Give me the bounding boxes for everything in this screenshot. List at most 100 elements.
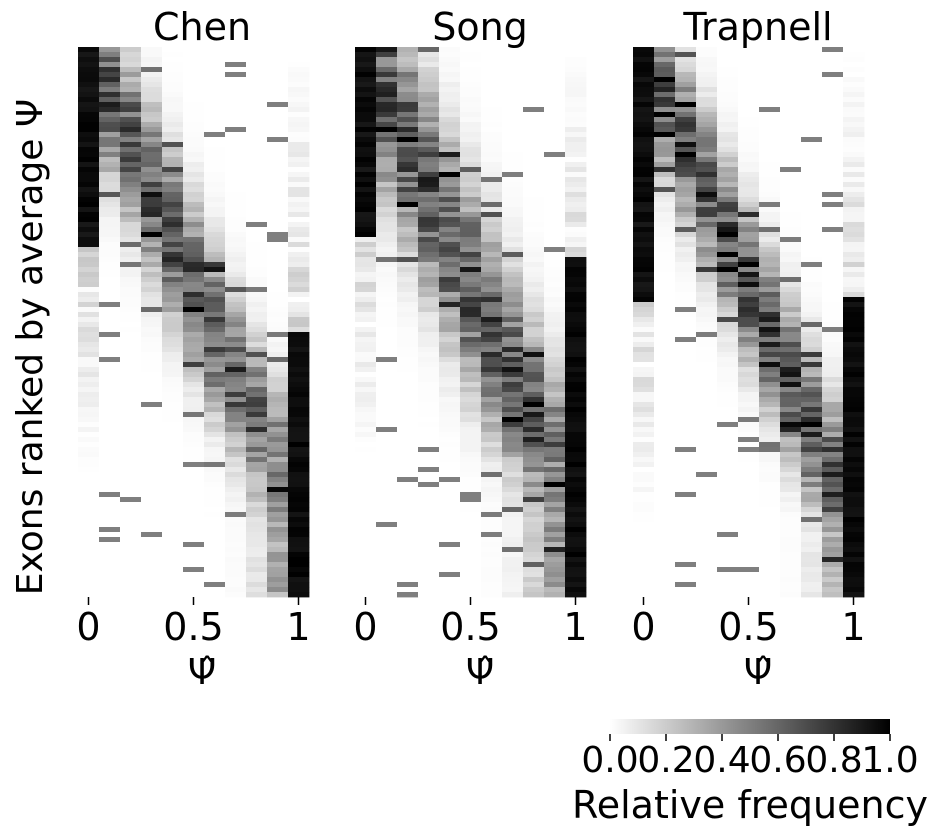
heatmap-cell — [523, 477, 545, 483]
heatmap-cell — [502, 177, 524, 183]
heatmap-cell — [99, 302, 121, 308]
heatmap-cell — [183, 407, 205, 413]
heatmap-cell — [544, 97, 566, 103]
heatmap-cell — [565, 97, 587, 103]
heatmap-cell — [738, 467, 760, 473]
heatmap-cell — [288, 182, 310, 188]
heatmap-cell — [120, 232, 142, 238]
heatmap-cell — [225, 282, 247, 288]
heatmap-cell — [267, 122, 289, 128]
heatmap-cell — [225, 257, 247, 263]
heatmap-cell — [141, 272, 163, 278]
heatmap-cell — [759, 322, 781, 328]
heatmap-cell — [843, 292, 865, 298]
heatmap-cell — [633, 357, 655, 363]
heatmap-cell — [717, 72, 739, 78]
heatmap-cell — [759, 512, 781, 518]
heatmap-cell — [355, 162, 377, 168]
heatmap-cell — [267, 577, 289, 583]
heatmap-cell — [141, 222, 163, 228]
heatmap-cell — [225, 307, 247, 313]
heatmap-cell — [843, 247, 865, 253]
heatmap-cell — [267, 117, 289, 123]
heatmap-cell — [523, 407, 545, 413]
heatmap-cell — [675, 167, 697, 173]
heatmap-cell — [162, 377, 184, 383]
heatmap-cell — [78, 272, 100, 278]
heatmap-cell — [225, 562, 247, 568]
heatmap-cell — [675, 402, 697, 408]
heatmap-cell — [397, 302, 419, 308]
heatmap-cell — [439, 582, 461, 588]
heatmap-cell — [502, 252, 524, 258]
heatmap-cell — [759, 292, 781, 298]
heatmap-cell — [696, 562, 718, 568]
heatmap-cell — [246, 87, 268, 93]
heatmap-cell — [418, 232, 440, 238]
heatmap-cell — [460, 382, 482, 388]
heatmap-cell — [481, 547, 503, 553]
heatmap-cell — [439, 447, 461, 453]
heatmap-cell — [654, 57, 676, 63]
heatmap-cell — [78, 357, 100, 363]
heatmap-cell — [397, 227, 419, 233]
heatmap-cell — [355, 422, 377, 428]
heatmap-cell — [565, 477, 587, 483]
heatmap-cell — [759, 132, 781, 138]
heatmap-cell — [565, 457, 587, 463]
heatmap-cell — [141, 532, 163, 538]
heatmap-cell — [267, 372, 289, 378]
heatmap-cell — [822, 462, 844, 468]
heatmap-cell — [565, 367, 587, 373]
heatmap-cell — [675, 422, 697, 428]
heatmap-cell — [675, 547, 697, 553]
heatmap-cell — [99, 352, 121, 358]
heatmap-cell — [99, 477, 121, 483]
heatmap-cell — [717, 352, 739, 358]
heatmap-cell — [78, 177, 100, 183]
heatmap-cell — [439, 227, 461, 233]
heatmap-cell — [439, 182, 461, 188]
heatmap-cell — [523, 257, 545, 263]
heatmap-cell — [633, 182, 655, 188]
heatmap-cell — [376, 117, 398, 123]
heatmap-cell — [267, 447, 289, 453]
heatmap-cell — [120, 357, 142, 363]
heatmap-cell — [204, 502, 226, 508]
heatmap-cell — [696, 532, 718, 538]
heatmap-cell — [162, 587, 184, 593]
heatmap-cell — [439, 112, 461, 118]
heatmap-cell — [696, 162, 718, 168]
heatmap-cell — [822, 432, 844, 438]
heatmap-cell — [544, 222, 566, 228]
heatmap-cell — [460, 487, 482, 493]
heatmap-cell — [565, 352, 587, 358]
heatmap-cell — [481, 422, 503, 428]
heatmap-cell — [675, 482, 697, 488]
heatmap-cell — [759, 287, 781, 293]
heatmap-cell — [780, 532, 802, 538]
heatmap-cell — [99, 427, 121, 433]
heatmap-cell — [675, 297, 697, 303]
heatmap-cell — [481, 452, 503, 458]
heatmap-cell — [376, 312, 398, 318]
heatmap-cell — [502, 67, 524, 73]
heatmap-cell — [780, 442, 802, 448]
heatmap-cell — [565, 427, 587, 433]
heatmap-cell — [696, 317, 718, 323]
heatmap-cell — [481, 512, 503, 518]
heatmap-cell — [141, 557, 163, 563]
heatmap-cell — [544, 472, 566, 478]
heatmap-cell — [481, 537, 503, 543]
heatmap-cell — [780, 432, 802, 438]
heatmap-cell — [502, 392, 524, 398]
heatmap-cell — [418, 402, 440, 408]
heatmap-cell — [78, 377, 100, 383]
heatmap-cell — [696, 247, 718, 253]
heatmap-cell — [397, 477, 419, 483]
heatmap-cell — [822, 407, 844, 413]
heatmap-cell — [183, 312, 205, 318]
heatmap-cell — [738, 152, 760, 158]
heatmap-cell — [204, 482, 226, 488]
heatmap-cell — [397, 287, 419, 293]
